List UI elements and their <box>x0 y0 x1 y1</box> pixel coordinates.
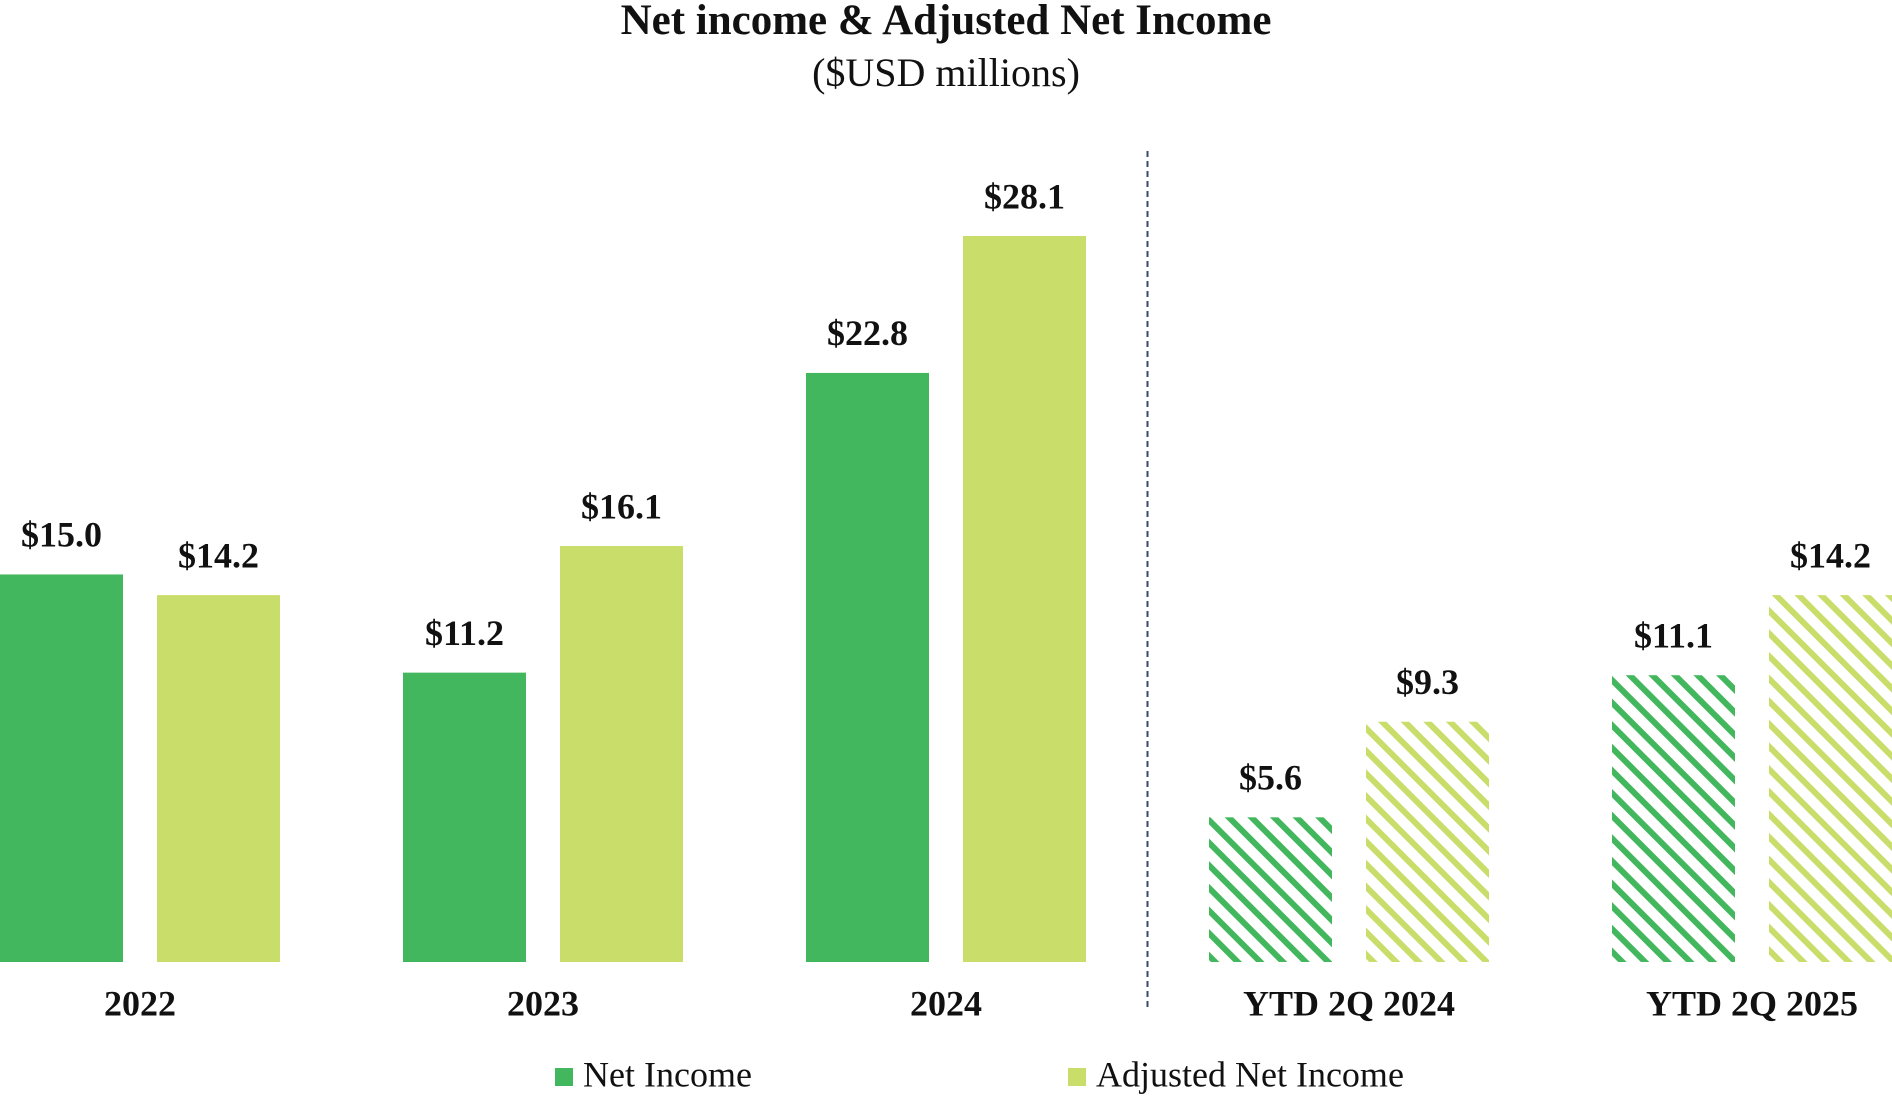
value-label: $15.0 <box>21 515 102 555</box>
bar <box>403 672 526 962</box>
value-label: $14.2 <box>178 535 259 575</box>
legend-swatch <box>555 1068 573 1086</box>
value-label: $28.1 <box>984 176 1065 216</box>
x-tick-label: YTD 2Q 2025 <box>1646 983 1858 1023</box>
bar <box>560 546 683 962</box>
legend-label: Adjusted Net Income <box>1096 1054 1404 1094</box>
chart-subtitle: ($USD millions) <box>812 50 1080 95</box>
x-tick-label: 2022 <box>104 983 176 1023</box>
x-tick-label: YTD 2Q 2024 <box>1243 983 1455 1023</box>
value-label: $11.1 <box>1634 615 1713 655</box>
value-label: $16.1 <box>581 486 662 526</box>
x-tick-label: 2023 <box>507 983 579 1023</box>
chart-title: Net income & Adjusted Net Income <box>621 0 1272 44</box>
bar <box>963 236 1086 962</box>
legend-swatch <box>1068 1068 1086 1086</box>
bar <box>1769 595 1892 962</box>
bar <box>0 574 123 962</box>
bar <box>806 372 929 962</box>
bar <box>1209 817 1332 962</box>
value-label: $14.2 <box>1790 535 1871 575</box>
value-label: $22.8 <box>827 313 908 353</box>
bar <box>1612 675 1735 962</box>
value-label: $5.6 <box>1239 758 1302 798</box>
x-tick-label: 2024 <box>910 983 982 1023</box>
value-label: $9.3 <box>1396 662 1459 702</box>
bar <box>157 595 280 962</box>
value-label: $11.2 <box>425 613 504 653</box>
legend-label: Net Income <box>583 1054 752 1094</box>
bar <box>1366 721 1489 962</box>
